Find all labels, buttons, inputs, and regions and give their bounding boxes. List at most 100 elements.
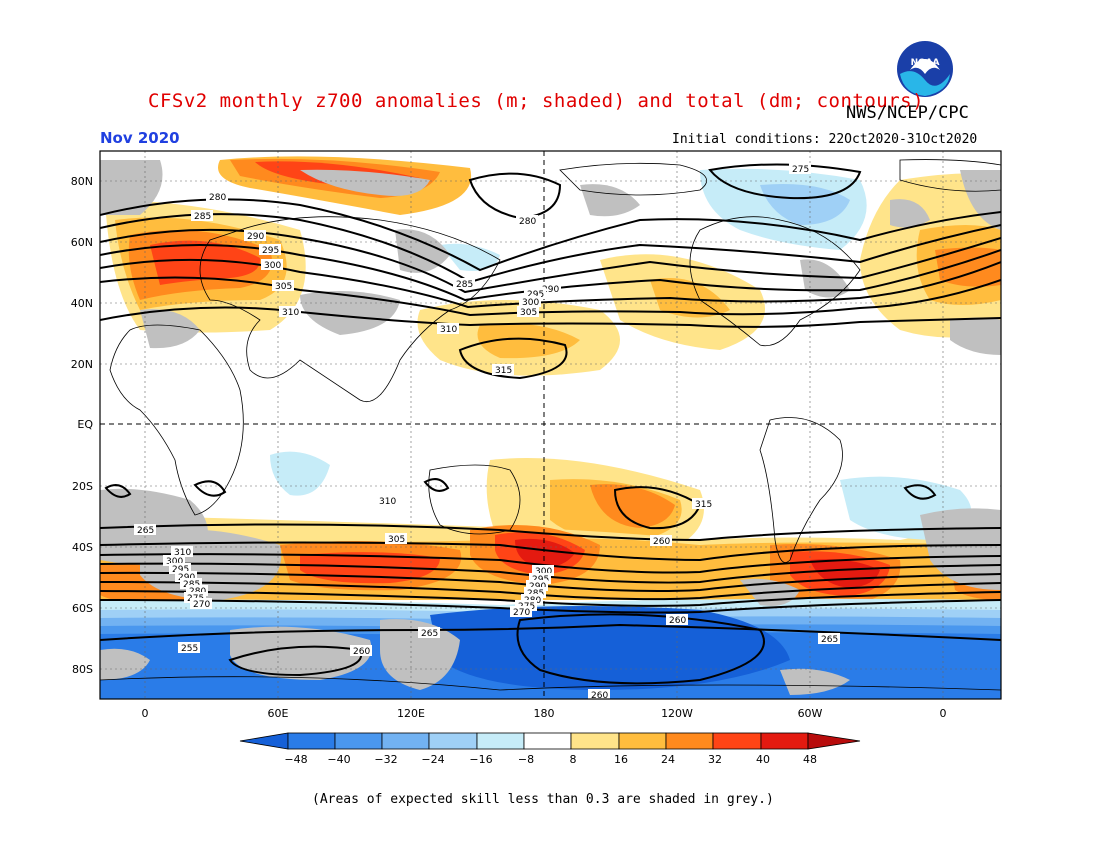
contour-label: 305 [517,306,539,318]
colorbar-swatch [618,732,667,750]
latitude-labels: 80N 60N 40N 20N EQ 20S 40S 60S 80S [71,175,94,676]
contour-label: 305 [385,533,407,545]
logo-text: NOAA [911,58,940,68]
colorbar-tick: −8 [518,753,534,766]
colorbar-tick: −40 [327,753,350,766]
colorbar-tick: −16 [469,753,492,766]
colorbar-swatch [523,732,572,750]
footnote: (Areas of expected skill less than 0.3 a… [312,792,774,807]
lon-label: 0 [142,707,149,720]
lat-label: 40N [71,297,93,310]
initial-conditions-label: Initial conditions: 22Oct2020-31Oct2020 [672,132,978,147]
contour-label: 265 [418,627,440,639]
contour-label: 295 [169,563,191,575]
contour-label: 260 [350,645,372,657]
svg-text:260: 260 [591,691,608,701]
svg-text:260: 260 [353,647,370,657]
contour-label: 315 [692,498,714,510]
svg-text:290: 290 [542,285,559,295]
valid-month-label: Nov 2020 [100,129,180,147]
contour-label: 265 [134,524,156,536]
contour-label: 295 [524,288,546,300]
svg-text:305: 305 [520,308,537,318]
colorbar-swatch [428,732,478,750]
svg-text:275: 275 [792,165,809,175]
agency-label: NWS/NCEP/CPC [846,103,969,123]
contour-label: 260 [650,535,672,547]
svg-text:270: 270 [513,608,530,618]
contour-label: 280 [206,191,228,203]
contour-label: 310 [279,306,301,318]
contour-label: 315 [492,364,514,376]
contour-label: 265 [818,633,840,645]
lon-label: 120W [661,707,693,720]
contour-label: 310 [376,495,398,507]
colorbar [239,732,861,750]
contour-label: 310 [171,546,193,558]
svg-text:280: 280 [519,217,536,227]
svg-text:280: 280 [209,193,226,203]
colorbar-tick: 24 [661,753,675,766]
colorbar-swatch [476,732,525,750]
svg-text:295: 295 [262,246,279,256]
contour-label: 285 [191,210,213,222]
svg-text:315: 315 [695,500,712,510]
noaa-logo-icon: NOAA [897,41,953,97]
svg-text:310: 310 [379,497,396,507]
lat-label: EQ [77,418,93,431]
lat-label: 40S [72,541,93,554]
svg-text:265: 265 [421,629,438,639]
lon-label: 60W [798,707,823,720]
colorbar-tick: 16 [614,753,628,766]
colorbar-tick: −24 [421,753,444,766]
lon-label: 0 [940,707,947,720]
lat-label: 20S [72,480,93,493]
lon-label: 180 [534,707,555,720]
contour-label: 305 [272,280,294,292]
svg-text:260: 260 [653,537,670,547]
colorbar-swatch [712,732,762,750]
longitude-labels: 0 60E 120E 180 120W 60W 0 [142,707,947,720]
colorbar-swatch [807,732,861,750]
contour-label: 300 [261,259,283,271]
colorbar-ticks: −48 −40 −32 −24 −16 −8 8 16 24 32 40 48 [284,753,817,766]
svg-text:300: 300 [522,298,539,308]
contour-label: 290 [539,283,561,295]
svg-text:290: 290 [247,232,264,242]
contour-label: 285 [453,278,475,290]
contour-label: 280 [516,215,538,227]
svg-text:305: 305 [275,282,292,292]
svg-text:255: 255 [181,644,198,654]
contour-label: 270 [190,598,212,610]
svg-text:295: 295 [527,290,544,300]
lon-label: 60E [268,707,289,720]
svg-text:270: 270 [193,600,210,610]
colorbar-swatch [239,732,289,750]
map-frame [99,150,1002,700]
contour-label: 300 [532,565,554,577]
contour-label: 270 [510,606,532,618]
svg-text:310: 310 [174,548,191,558]
colorbar-swatch [287,732,336,750]
lat-label: 60S [72,602,93,615]
colorbar-swatch [760,732,809,750]
svg-text:285: 285 [194,212,211,222]
svg-text:260: 260 [669,616,686,626]
colorbar-tick: 40 [756,753,770,766]
colorbar-tick: −32 [374,753,397,766]
colorbar-swatch [334,732,383,750]
colorbar-tick: −48 [284,753,307,766]
svg-text:300: 300 [264,261,281,271]
chart-title: CFSv2 monthly z700 anomalies (m; shaded)… [148,90,925,112]
svg-text:300: 300 [535,567,552,577]
colorbar-swatch [381,732,430,750]
colorbar-tick: 8 [570,753,577,766]
total-height-contours [100,163,1001,685]
contour-label: 290 [244,230,266,242]
svg-text:300: 300 [166,557,183,567]
colorbar-tick: 32 [708,753,722,766]
contour-label: 255 [178,642,200,654]
contour-label: 260 [588,689,610,701]
svg-text:295: 295 [172,565,189,575]
